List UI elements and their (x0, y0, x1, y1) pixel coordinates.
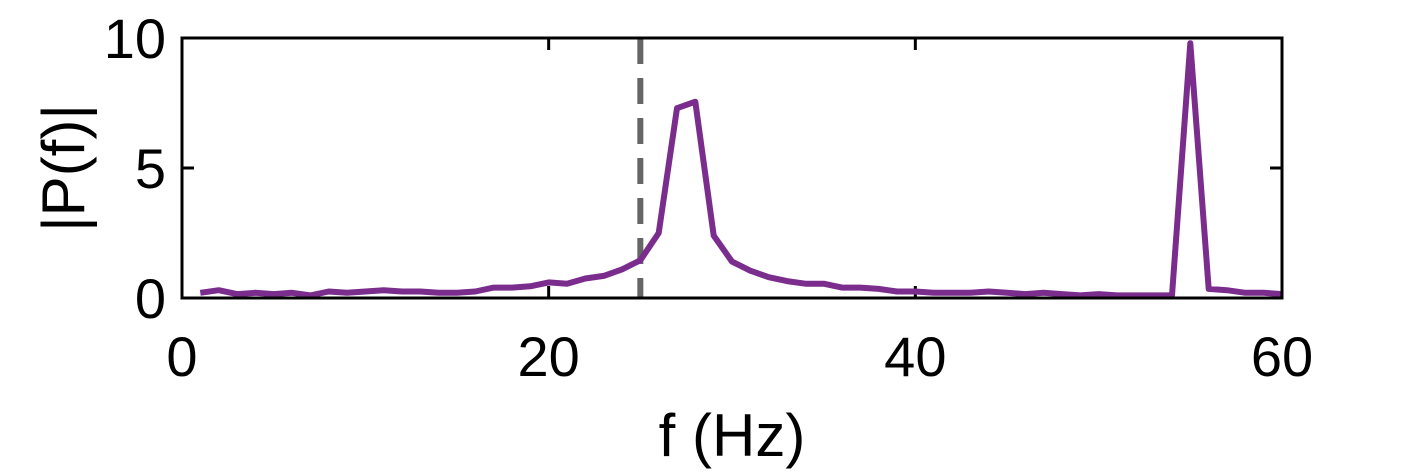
y-tick-label: 5 (135, 137, 166, 200)
x-tick-label: 20 (518, 325, 580, 388)
x-axis-label: f (Hz) (659, 402, 806, 469)
y-tick-label: 10 (104, 7, 166, 70)
x-tick-label: 40 (884, 325, 946, 388)
x-tick-label: 60 (1251, 325, 1313, 388)
series-line (199, 40, 1283, 299)
y-tick-label: 0 (135, 267, 166, 330)
series-layer (199, 40, 1283, 299)
plot-frame (180, 36, 1284, 300)
x-tick-label: 0 (166, 325, 197, 388)
y-axis-label: |P(f)| (30, 104, 97, 232)
tick-labels: 0 20 40 60 0 5 10 (104, 7, 1313, 388)
